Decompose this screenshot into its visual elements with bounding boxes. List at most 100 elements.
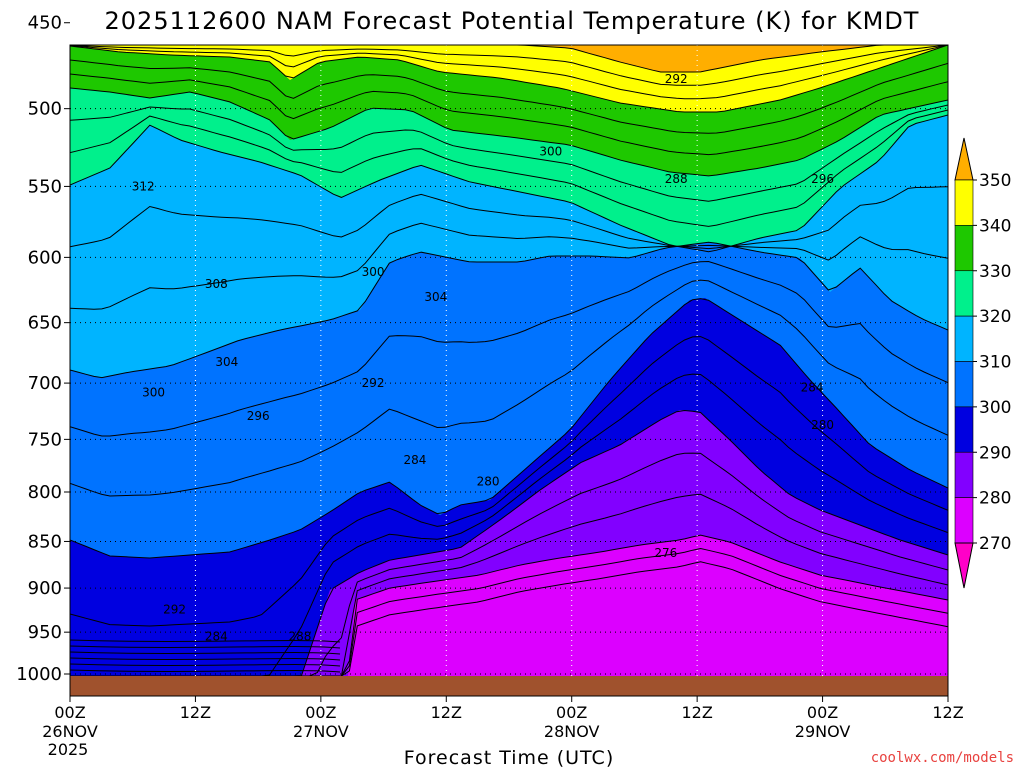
contour-line [70, 45, 948, 73]
contour-label: 292 [362, 376, 385, 390]
x-tick-label: 12Z [180, 703, 211, 722]
legend-label: 310 [979, 353, 1011, 373]
legend-label: 290 [979, 443, 1011, 463]
contour-label: 300 [362, 265, 385, 279]
x-tick-label: 00Z [54, 703, 85, 722]
legend-swatch [954, 315, 974, 362]
contour-line [70, 73, 948, 156]
x-date-label: 29NOV [795, 722, 851, 741]
y-tick-label: 750 [28, 429, 62, 450]
legend-label: 280 [979, 489, 1011, 509]
contour-label: 280 [477, 475, 500, 489]
contour-label: 284 [403, 453, 426, 467]
contour-line [70, 639, 341, 643]
contour-line [70, 260, 948, 437]
contour-labels: 3363443403363323283243203283243203163123… [132, 72, 834, 644]
y-tick-label: 650 [28, 313, 62, 334]
y-tick-label: 850 [28, 531, 62, 552]
x-tick-label: 00Z [807, 703, 838, 722]
y-tick-label: 600 [28, 247, 62, 268]
color-legend: 350 340 330 320 310 300 290 280 270 [954, 137, 1011, 589]
contour-line [70, 45, 948, 86]
x-axis-label: Forecast Time (UTC) [404, 747, 614, 768]
chart-title: 2025112600 NAM Forecast Potential Temper… [105, 7, 920, 35]
contour-line [70, 59, 948, 134]
contour-line [70, 222, 948, 310]
contour-label: 284 [205, 629, 228, 643]
contour-line [70, 298, 948, 559]
contour-label: 276 [654, 546, 677, 560]
legend-bottom-arrow [954, 542, 974, 589]
surface-ground [70, 676, 948, 696]
contour-label: 300 [142, 385, 165, 399]
contour-label: 292 [665, 72, 688, 86]
y-tick-label: 950 [28, 622, 62, 643]
contour-label: 288 [288, 629, 311, 643]
y-tick-label: 800 [28, 482, 62, 503]
x-date-label: 28NOV [544, 722, 600, 741]
contour-line [70, 279, 948, 497]
legend-swatch [954, 451, 974, 498]
contour-label: 280 [811, 418, 834, 432]
contour-line [70, 241, 948, 379]
contour-line [70, 45, 948, 113]
legend-swatch [954, 361, 974, 408]
contour-label: 296 [811, 172, 834, 186]
y-tick-label: 700 [28, 373, 62, 394]
y-tick-label: 500 [28, 99, 62, 120]
legend-swatch [954, 225, 974, 272]
y-tick-label: 550 [28, 176, 62, 197]
legend-swatch [954, 270, 974, 317]
contour-line [70, 45, 948, 100]
contour-line [70, 114, 948, 253]
contour-line [70, 663, 341, 667]
band-270 [346, 535, 948, 696]
legend-label: 340 [979, 216, 1011, 236]
contour-label: 308 [205, 277, 228, 291]
x-tick-label: 00Z [305, 703, 336, 722]
contour-line [70, 186, 948, 250]
contour-label: 312 [132, 179, 155, 193]
x-tick-label: 12Z [431, 703, 462, 722]
x-tick-label: 00Z [556, 703, 587, 722]
x-year-label: 2025 [48, 740, 89, 759]
contour-label: 292 [163, 603, 186, 617]
legend-swatch [954, 179, 974, 226]
legend-top-arrow [954, 137, 974, 181]
y-axis: 2503003504004505005506006507007508008509… [16, 13, 70, 685]
contour-label: 288 [665, 172, 688, 186]
contour-line [70, 657, 341, 661]
x-date-label: 26NOV [42, 722, 98, 741]
legend-label: 320 [979, 307, 1011, 327]
y-tick-label: 1000 [16, 664, 62, 685]
x-tick-label: 12Z [681, 703, 712, 722]
x-date-label: 27NOV [293, 722, 349, 741]
credit-text: coolwx.com/models [871, 750, 1014, 766]
contour-line [70, 336, 948, 627]
contour-label: 300 [539, 145, 562, 159]
legend-swatch [954, 497, 974, 544]
contour-line [70, 104, 948, 202]
x-tick-label: 12Z [932, 703, 963, 722]
contour-label: 284 [801, 381, 824, 395]
contour-label: 296 [247, 409, 270, 423]
legend-label: 270 [979, 534, 1011, 554]
legend-swatch [954, 406, 974, 453]
contour-label: 304 [424, 290, 447, 304]
plot-area: 3363443403363323283243203283243203163123… [70, 45, 948, 696]
contour-line [70, 669, 341, 673]
contour-label: 304 [215, 355, 238, 369]
legend-label: 300 [979, 398, 1011, 418]
grid-lines [70, 45, 948, 676]
contour-line [70, 87, 948, 177]
plot-frame [69, 44, 949, 697]
legend-label: 350 [979, 171, 1011, 191]
legend-label: 330 [979, 262, 1011, 282]
contour-line [70, 109, 948, 227]
y-tick-label: 450 [28, 13, 62, 34]
contour-line [70, 651, 341, 655]
contour-line [70, 645, 341, 649]
y-tick-label: 900 [28, 578, 62, 599]
